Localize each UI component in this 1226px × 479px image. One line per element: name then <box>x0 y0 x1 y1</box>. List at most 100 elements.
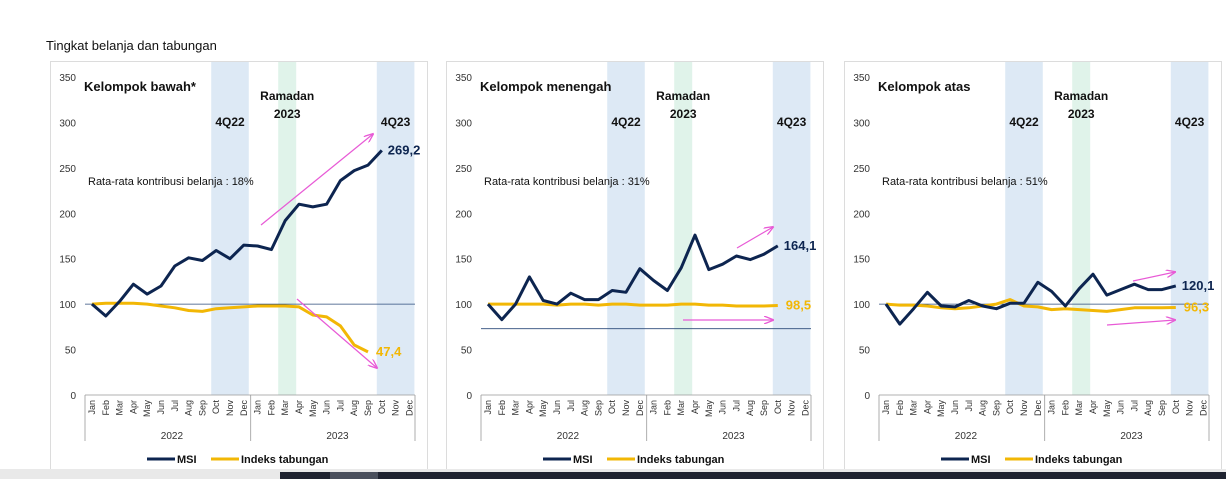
y-tick-label: 350 <box>853 73 870 84</box>
x-tick-label: Jan <box>881 400 891 415</box>
x-tick-label: Jul <box>566 400 576 412</box>
y-tick-label: 300 <box>853 118 870 129</box>
trend-arrow-msi <box>260 134 373 226</box>
contribution-annotation: Rata-rata kontribusi belanja : 31% <box>484 176 650 188</box>
band-label-4q23: 4Q23 <box>381 115 411 129</box>
end-label-msi: 120,1 <box>1182 278 1215 293</box>
x-tick-label: Feb <box>497 400 507 416</box>
x-tick-label: Jun <box>552 400 562 415</box>
x-tick-label: Jan <box>1047 400 1057 415</box>
x-tick-label: Feb <box>101 400 111 416</box>
band-label-ramadan: Ramadan <box>260 89 314 103</box>
x-tick-label: Dec <box>404 400 414 417</box>
x-tick-label: Sep <box>363 400 373 416</box>
x-tick-label: Feb <box>1060 400 1070 416</box>
chart-title: Kelompok bawah* <box>84 79 197 94</box>
band-4q22 <box>607 62 645 395</box>
x-tick-label: Apr <box>690 400 700 414</box>
x-tick-label: Apr <box>1088 400 1098 414</box>
year-label-2022: 2022 <box>161 431 184 442</box>
trend-arrow-savings <box>1106 320 1175 326</box>
x-tick-label: Nov <box>225 400 235 417</box>
x-tick-label: May <box>142 400 152 418</box>
year-label-2023: 2023 <box>722 431 745 442</box>
x-tick-label: Feb <box>895 400 905 416</box>
x-tick-label: May <box>538 400 548 418</box>
x-tick-label: May <box>308 400 318 418</box>
legend-label-savings: Indeks tabungan <box>1035 454 1123 466</box>
y-tick-label: 300 <box>455 118 472 129</box>
band-label-ramadan: Ramadan <box>1054 89 1108 103</box>
end-label-savings: 98,5 <box>786 298 811 313</box>
x-tick-label: Aug <box>349 400 359 416</box>
band-ramadan <box>674 62 693 395</box>
band-label-4q23: 4Q23 <box>1175 115 1205 129</box>
end-label-msi: 164,1 <box>784 238 817 253</box>
taskbar-strip <box>280 472 1226 479</box>
x-tick-label: Apr <box>294 400 304 414</box>
end-label-savings: 47,4 <box>376 344 402 359</box>
x-tick-label: Dec <box>239 400 249 417</box>
y-tick-label: 50 <box>461 346 473 357</box>
x-tick-label: Jan <box>483 400 493 415</box>
series-line-indeks-tabungan <box>885 298 1176 313</box>
end-label-savings: 96,3 <box>1184 300 1209 315</box>
x-tick-label: Jan <box>253 400 263 415</box>
band-label-ramadan: Ramadan <box>656 89 710 103</box>
x-tick-label: Jun <box>950 400 960 415</box>
series-line-indeks-tabungan <box>488 302 778 308</box>
x-tick-label: Jul <box>1129 400 1139 412</box>
x-tick-label: Oct <box>1005 400 1015 415</box>
y-tick-label: 100 <box>59 300 76 311</box>
x-tick-label: Mar <box>1074 400 1084 416</box>
chart-bawah: 0 50 100 150 200 250 300 350 Kelompok bawah* Rata… <box>59 62 420 466</box>
year-label-2022: 2022 <box>955 431 978 442</box>
chart-panel-bawah: 0 50 100 150 200 250 300 350 Kelompok bawah* Rata… <box>50 61 428 471</box>
series-line-msi <box>486 233 779 322</box>
band-4q23 <box>772 62 811 395</box>
x-tick-label: May <box>936 400 946 418</box>
y-tick-label: 250 <box>455 164 472 175</box>
y-tick-label: 300 <box>59 118 76 129</box>
x-tick-label: Aug <box>1143 400 1153 416</box>
y-tick-label: 200 <box>853 209 870 220</box>
y-tick-label: 200 <box>455 209 472 220</box>
y-tick-label: 350 <box>455 73 472 84</box>
x-tick-label: May <box>1102 400 1112 418</box>
x-tick-label: Apr <box>524 400 534 414</box>
x-tick-label: Jun <box>156 400 166 415</box>
x-tick-label: Sep <box>759 400 769 416</box>
y-tick-label: 200 <box>59 209 76 220</box>
x-tick-label: Nov <box>787 400 797 417</box>
x-tick-label: Nov <box>1019 400 1029 417</box>
x-tick-label: Dec <box>1033 400 1043 417</box>
x-tick-label: Jul <box>964 400 974 412</box>
y-tick-label: 350 <box>59 73 76 84</box>
x-tick-label: Jul <box>335 400 345 412</box>
x-tick-label: Jan <box>87 400 97 415</box>
legend-label-msi: MSI <box>573 454 593 466</box>
x-tick-label: Jun <box>718 400 728 415</box>
x-tick-label: Oct <box>773 400 783 415</box>
x-tick-label: Dec <box>1198 400 1208 417</box>
y-tick-label: 100 <box>455 300 472 311</box>
x-tick-label: Mar <box>909 400 919 416</box>
x-tick-label: Sep <box>197 400 207 416</box>
legend-label-msi: MSI <box>971 454 991 466</box>
chart-panel-atas: 0 50 100 150 200 250 300 350 Kelompok atas Rata-r… <box>844 61 1222 471</box>
x-tick-label: Apr <box>922 400 932 414</box>
y-tick-label: 150 <box>853 255 870 266</box>
legend-label-savings: Indeks tabungan <box>241 454 329 466</box>
x-tick-label: Feb <box>662 400 672 416</box>
series-line-indeks-tabungan <box>91 301 369 354</box>
band-ramadan <box>278 62 297 395</box>
x-tick-label: Nov <box>621 400 631 417</box>
x-tick-label: Jul <box>170 400 180 412</box>
x-tick-label: Oct <box>1171 400 1181 415</box>
band-4q22 <box>211 62 249 395</box>
legend-label-msi: MSI <box>177 454 197 466</box>
y-tick-label: 0 <box>864 391 870 402</box>
x-tick-label: Jul <box>731 400 741 412</box>
x-tick-label: Aug <box>184 400 194 416</box>
x-tick-label: Apr <box>128 400 138 414</box>
